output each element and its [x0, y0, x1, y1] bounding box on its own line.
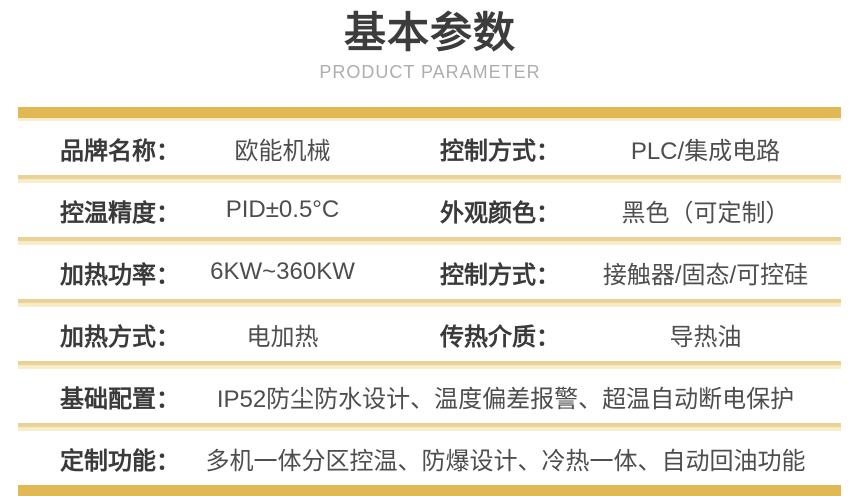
- param-label: 控制方式：: [440, 261, 560, 289]
- param-value: 欧能机械: [234, 137, 331, 165]
- table-row: 基础配置： IP52防尘防水设计、温度偏差报警、超温自动断电保护: [18, 369, 841, 423]
- table-bottom-bar: [18, 485, 841, 496]
- param-value: 6KW~360KW: [210, 258, 355, 285]
- param-value: 导热油: [669, 323, 742, 351]
- table-top-bar: [18, 107, 841, 118]
- row-separator: [18, 237, 841, 245]
- table-top-bar-shadow: [18, 118, 841, 121]
- param-label: 加热方式：: [60, 323, 180, 351]
- param-label: 品牌名称：: [60, 137, 180, 165]
- param-label: 控制方式：: [440, 137, 560, 165]
- param-label: 传热介质：: [440, 323, 560, 351]
- row-separator: [18, 423, 841, 431]
- param-value: 黑色（可定制）: [621, 199, 790, 227]
- table-row: 加热方式： 电加热 传热介质： 导热油: [18, 307, 841, 361]
- table-row: 品牌名称： 欧能机械 控制方式： PLC/集成电路: [18, 121, 841, 175]
- param-value: 接触器/固态/可控硅: [602, 261, 809, 289]
- page-subtitle: PRODUCT PARAMETER: [319, 62, 541, 82]
- param-value: PID±0.5°C: [225, 196, 340, 223]
- page-header: 基本参数 PRODUCT PARAMETER: [0, 0, 860, 84]
- param-value: PLC/集成电路: [630, 137, 781, 165]
- param-label: 外观颜色：: [440, 199, 560, 227]
- table-row: 加热功率： 6KW~360KW 控制方式： 接触器/固态/可控硅: [18, 245, 841, 299]
- page-title: 基本参数: [343, 9, 516, 56]
- parameter-table: 品牌名称： 欧能机械 控制方式： PLC/集成电路 控温精度： PID±0.5°…: [18, 107, 841, 496]
- row-separator: [18, 361, 841, 369]
- param-label: 加热功率：: [60, 261, 180, 289]
- table-row: 定制功能： 多机一体分区控温、防爆设计、冷热一体、自动回油功能: [18, 431, 841, 485]
- param-label: 定制功能：: [60, 447, 180, 475]
- param-value: 多机一体分区控温、防爆设计、冷热一体、自动回油功能: [205, 447, 806, 475]
- param-label: 基础配置：: [60, 385, 180, 413]
- param-label: 控温精度：: [60, 199, 180, 227]
- param-value: IP52防尘防水设计、温度偏差报警、超温自动断电保护: [216, 385, 795, 413]
- table-row: 控温精度： PID±0.5°C 外观颜色： 黑色（可定制）: [18, 183, 841, 237]
- row-separator: [18, 175, 841, 183]
- row-separator: [18, 299, 841, 307]
- param-value: 电加热: [246, 323, 319, 351]
